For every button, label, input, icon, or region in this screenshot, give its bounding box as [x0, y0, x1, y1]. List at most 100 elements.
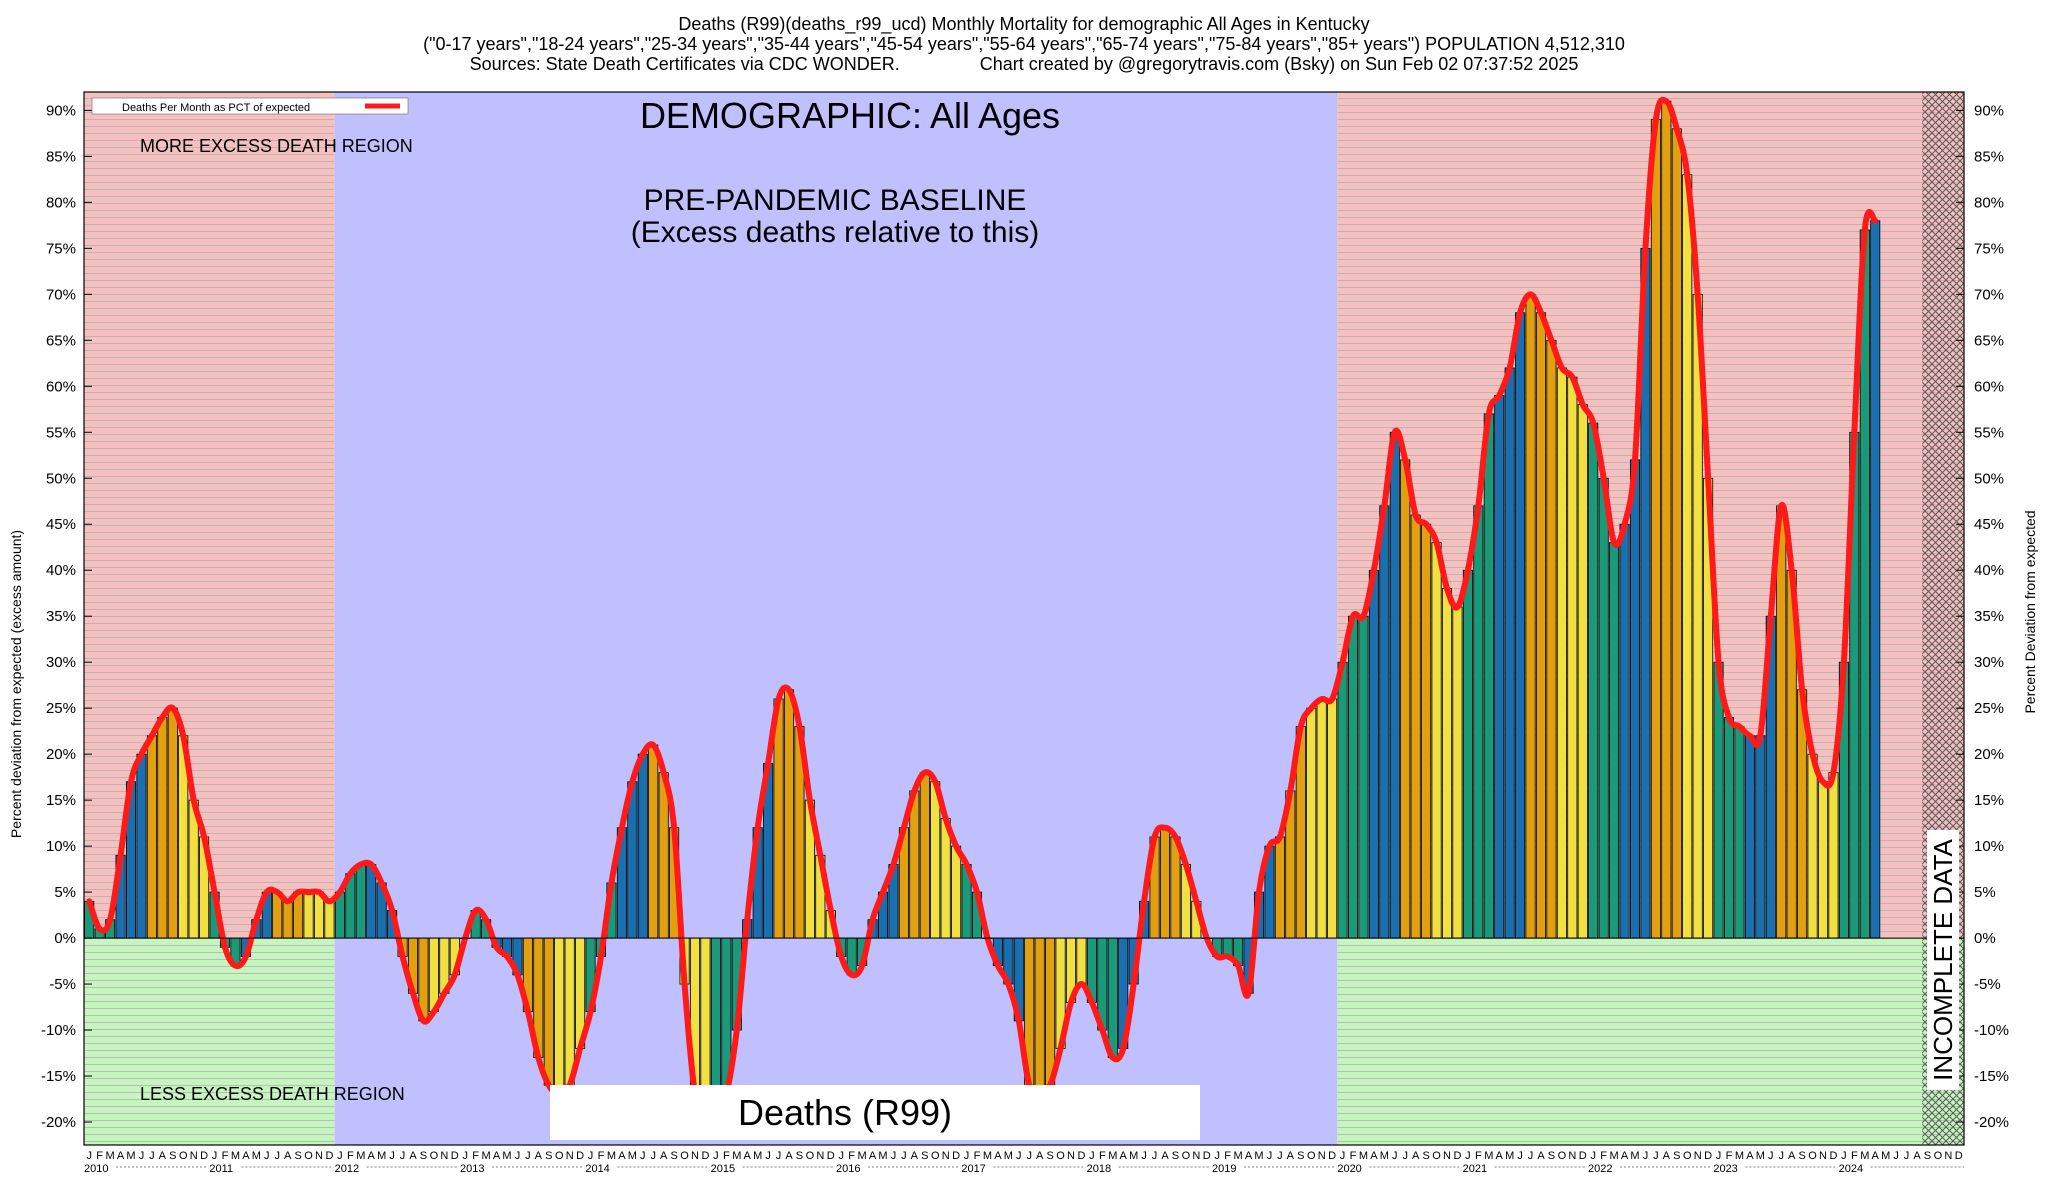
x-tick-label-month: J — [838, 1150, 844, 1162]
x-tick-label-month: A — [869, 1150, 877, 1162]
y-tick-label-right: 25% — [1974, 700, 2004, 717]
x-tick-label-month: F — [1475, 1150, 1482, 1162]
x-tick-label-year: 2012 — [335, 1163, 359, 1175]
y-tick-label-right: 80% — [1974, 194, 2004, 211]
data-bar — [1483, 413, 1494, 939]
x-tick-label-month: J — [1528, 1150, 1534, 1162]
data-bar — [909, 790, 920, 939]
x-tick-label-month: J — [1340, 1150, 1346, 1162]
x-tick-label-month: D — [451, 1150, 459, 1162]
x-tick-label-month: S — [1172, 1150, 1179, 1162]
y-tick-label-left: 50% — [46, 470, 76, 487]
x-tick-label-month: M — [356, 1150, 365, 1162]
x-tick-label-month: A — [1370, 1150, 1378, 1162]
data-bar — [1107, 937, 1118, 1059]
x-tick-label-year: 2013 — [460, 1163, 484, 1175]
x-tick-label-month: J — [337, 1150, 343, 1162]
data-bar — [1682, 174, 1693, 939]
x-tick-label-month: J — [1141, 1150, 1147, 1162]
x-tick-label-year: 2017 — [961, 1163, 985, 1175]
x-tick-label-month: S — [796, 1150, 803, 1162]
x-tick-label-month: M — [858, 1150, 867, 1162]
baseline-label-line1: PRE-PANDEMIC BASELINE — [644, 184, 1027, 217]
x-tick-label-month: S — [1798, 1150, 1805, 1162]
x-tick-label-month: J — [1778, 1150, 1784, 1162]
y-tick-label-left: 10% — [46, 838, 76, 855]
x-tick-label-month: M — [1630, 1150, 1639, 1162]
x-tick-label-month: S — [420, 1150, 427, 1162]
x-tick-label-month: N — [190, 1150, 198, 1162]
x-tick-label-month: J — [1716, 1150, 1722, 1162]
x-tick-label-month: M — [106, 1150, 115, 1162]
data-bar — [1473, 505, 1484, 939]
legend-label: Deaths Per Month as PCT of expected — [122, 102, 310, 114]
x-tick-label-month: A — [1287, 1150, 1295, 1162]
data-bar — [1828, 772, 1839, 939]
x-tick-label-month: O — [1808, 1150, 1817, 1162]
x-tick-label-month: A — [117, 1150, 125, 1162]
y-tick-label-left: 90% — [46, 102, 76, 119]
x-tick-label-month: M — [628, 1150, 637, 1162]
y-tick-label-left: 30% — [46, 654, 76, 671]
x-tick-label-month: A — [284, 1150, 292, 1162]
x-tick-label-month: S — [1297, 1150, 1304, 1162]
x-tick-label-month: A — [1663, 1150, 1671, 1162]
data-bar — [1400, 459, 1411, 939]
x-tick-label-month: N — [1443, 1150, 1451, 1162]
x-tick-label-month: S — [1046, 1150, 1053, 1162]
x-tick-label-month: M — [1004, 1150, 1013, 1162]
data-bar — [282, 900, 293, 939]
data-bar — [303, 891, 314, 939]
incomplete-data-label: INCOMPLETE DATA — [1928, 838, 1958, 1080]
x-tick-label-month: O — [555, 1150, 564, 1162]
x-tick-label-month: A — [409, 1150, 417, 1162]
data-bar — [1421, 523, 1432, 939]
x-tick-label-month: N — [691, 1150, 699, 1162]
x-tick-label-month: F — [96, 1150, 103, 1162]
x-tick-label-month: A — [785, 1150, 793, 1162]
y-tick-label-left: -20% — [41, 1114, 76, 1131]
y-tick-label-left: -10% — [41, 1022, 76, 1039]
x-tick-label-month: S — [1924, 1150, 1931, 1162]
grid-lines-left — [84, 92, 335, 1145]
data-bar — [1744, 735, 1755, 939]
year-label-bg — [584, 1162, 617, 1173]
x-tick-label-month: D — [200, 1150, 208, 1162]
legend-box — [91, 97, 409, 115]
x-tick-label-month: J — [149, 1150, 155, 1162]
x-tick-label-month: J — [588, 1150, 594, 1162]
x-tick-label-month: J — [1214, 1150, 1220, 1162]
x-tick-label-month: J — [713, 1150, 719, 1162]
year-label-bg — [835, 1162, 867, 1173]
x-tick-label-month: M — [1234, 1150, 1243, 1162]
x-tick-label-month: F — [723, 1150, 730, 1162]
year-label-bg — [333, 1162, 366, 1173]
x-tick-label-month: A — [1746, 1150, 1754, 1162]
x-tick-label-month: M — [1860, 1150, 1869, 1162]
x-tick-label-month: J — [964, 1150, 970, 1162]
x-tick-label-month: A — [159, 1150, 167, 1162]
x-tick-label-year: 2024 — [1839, 1163, 1863, 1175]
x-tick-label-month: J — [515, 1150, 521, 1162]
x-tick-label-month: D — [576, 1150, 584, 1162]
y-tick-label-left: 70% — [46, 286, 76, 303]
y-tick-label-right: -15% — [1974, 1068, 2009, 1085]
data-bar — [1629, 459, 1641, 939]
x-tick-label-month: F — [1099, 1150, 1106, 1162]
x-tick-label-month: J — [1026, 1150, 1032, 1162]
x-tick-label-month: A — [1412, 1150, 1420, 1162]
baseline-region — [334, 92, 1338, 1145]
x-tick-label-month: A — [1788, 1150, 1796, 1162]
x-tick-label-month: J — [139, 1150, 145, 1162]
x-tick-label-month: D — [1829, 1150, 1837, 1162]
plot-frame — [83, 91, 1965, 1146]
x-tick-label-month: M — [377, 1150, 386, 1162]
data-bar — [1358, 615, 1369, 939]
x-tick-label-month: J — [1768, 1150, 1774, 1162]
x-tick-label-month: M — [1359, 1150, 1368, 1162]
data-bar — [1306, 707, 1317, 939]
x-tick-label-month: J — [264, 1150, 270, 1162]
x-tick-label-month: D — [1453, 1150, 1461, 1162]
x-tick-label-month: J — [1152, 1150, 1158, 1162]
